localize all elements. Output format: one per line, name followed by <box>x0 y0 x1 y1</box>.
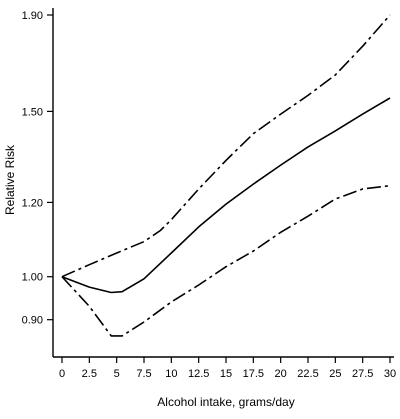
x-tick-label: 20 <box>275 368 287 380</box>
x-tick-label: 0 <box>59 368 65 380</box>
x-tick-label: 7.5 <box>136 368 151 380</box>
y-tick-label: 1.90 <box>22 10 43 22</box>
x-tick-label: 22.5 <box>297 368 318 380</box>
x-axis-label: Alcohol intake, grams/day <box>157 395 294 409</box>
x-tick-label: 10 <box>165 368 177 380</box>
y-tick-label: 1.50 <box>22 106 43 118</box>
x-tick-label: 17.5 <box>243 368 264 380</box>
x-tick-label: 27.5 <box>352 368 373 380</box>
y-tick-label: 0.90 <box>22 315 43 327</box>
y-tick-label: 1.00 <box>22 272 43 284</box>
series-line-upper-bound <box>61 14 391 278</box>
y-axis-label: Relative Risk <box>3 144 17 215</box>
series-line-estimate <box>61 97 391 294</box>
x-tick-label: 5 <box>114 368 120 380</box>
ticks: 0 2.5 5 7.5 10 12.5 15 17.5 20 22.5 25 27.5 30 0.90 1.… <box>22 10 397 380</box>
x-tick-label: 30 <box>384 368 396 380</box>
axes <box>52 8 394 358</box>
x-tick-label: 2.5 <box>82 368 97 380</box>
x-tick-label: 25 <box>329 368 341 380</box>
x-tick-label: 12.5 <box>188 368 209 380</box>
series-line-lower-bound <box>61 184 391 337</box>
series-group <box>61 14 391 337</box>
x-tick-label: 15 <box>220 368 232 380</box>
y-tick-label: 1.20 <box>22 197 43 209</box>
